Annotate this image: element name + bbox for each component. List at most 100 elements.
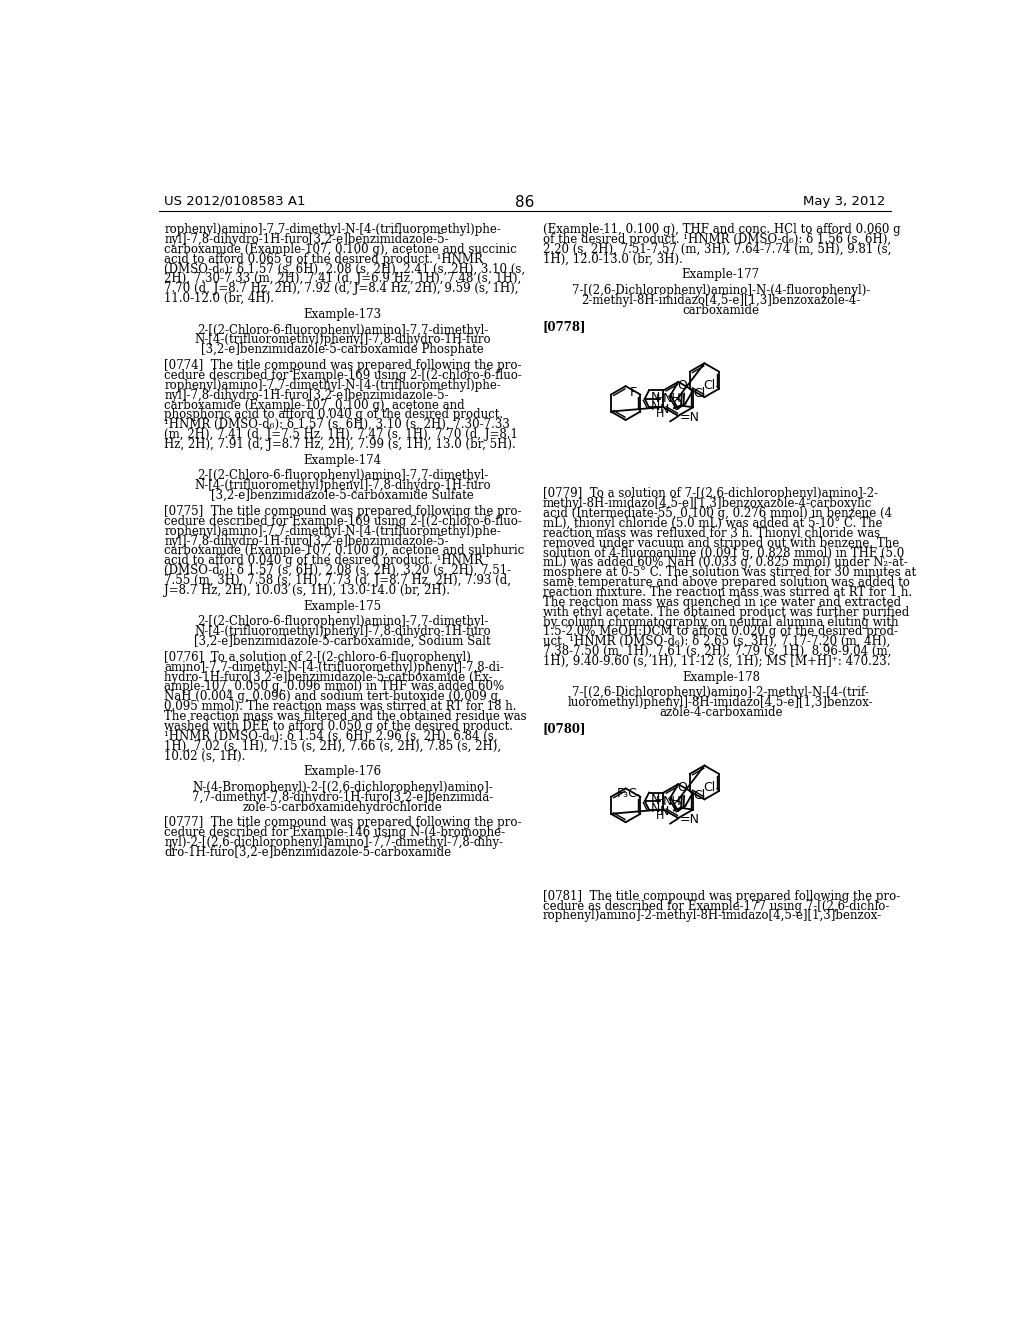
Text: cedure as described for Example-177 using 7-[(2,6-dichlo-: cedure as described for Example-177 usin… xyxy=(543,899,889,912)
Text: Example-176: Example-176 xyxy=(303,766,382,779)
Text: Cl: Cl xyxy=(693,789,706,803)
Text: washed with DEE to afford 0.050 g of the desired product.: washed with DEE to afford 0.050 g of the… xyxy=(165,719,513,733)
Text: 2-[(2-Chloro-6-fluorophenyl)amino]-7,7-dimethyl-: 2-[(2-Chloro-6-fluorophenyl)amino]-7,7-d… xyxy=(197,615,488,628)
Text: =N: =N xyxy=(680,411,699,424)
Text: 0.095 mmol). The reaction mass was stirred at RT for 18 h.: 0.095 mmol). The reaction mass was stirr… xyxy=(165,700,517,713)
Text: [0776]  To a solution of 2-[(2-chloro-6-fluorophenyl): [0776] To a solution of 2-[(2-chloro-6-f… xyxy=(165,651,471,664)
Text: ¹HNMR (DMSO-d₆): δ 1.57 (s, 6H), 3.10 (s, 2H), 7.30-7.33: ¹HNMR (DMSO-d₆): δ 1.57 (s, 6H), 3.10 (s… xyxy=(165,418,510,432)
Text: NH: NH xyxy=(663,795,681,808)
Text: (DMSO-d₆): δ 1.57 (s, 6H), 2.08 (s, 2H), 2.41 (s, 2H), 3.10 (s,: (DMSO-d₆): δ 1.57 (s, 6H), 2.08 (s, 2H),… xyxy=(165,263,525,276)
Text: 2H), 7.30-7.33 (m, 2H), 7.41 (d, J=6.9 Hz, 1H), 7.48 (s, 1H),: 2H), 7.30-7.33 (m, 2H), 7.41 (d, J=6.9 H… xyxy=(165,272,521,285)
Text: The reaction mass was quenched in ice water and extracted: The reaction mass was quenched in ice wa… xyxy=(543,595,901,609)
Text: O: O xyxy=(678,379,687,392)
Text: 7.55 (m, 3H), 7.58 (s, 1H), 7.73 (d, J=8.7 Hz, 2H), 7.93 (d,: 7.55 (m, 3H), 7.58 (s, 1H), 7.73 (d, J=8… xyxy=(165,574,511,587)
Text: Cl: Cl xyxy=(703,781,716,795)
Text: Example-173: Example-173 xyxy=(303,308,382,321)
Text: N: N xyxy=(659,403,670,416)
Text: H: H xyxy=(655,810,664,821)
Text: Hz, 2H), 7.91 (d, J=8.7 Hz, 2H), 7.99 (s, 1H), 13.0 (br, 5H).: Hz, 2H), 7.91 (d, J=8.7 Hz, 2H), 7.99 (s… xyxy=(165,438,516,451)
Text: cedure described for Example-146 using N-(4-bromophe-: cedure described for Example-146 using N… xyxy=(165,826,506,840)
Text: luoromethyl)phenyl]-8H-imidazo[4,5-e][1,3]benzox-: luoromethyl)phenyl]-8H-imidazo[4,5-e][1,… xyxy=(568,697,873,709)
Text: carboxamide: carboxamide xyxy=(682,304,760,317)
Text: cedure described for Example-169 using 2-[(2-chloro-6-fluo-: cedure described for Example-169 using 2… xyxy=(165,370,522,381)
Text: [0775]  The title compound was prepared following the pro-: [0775] The title compound was prepared f… xyxy=(165,506,522,517)
Text: [0780]: [0780] xyxy=(543,722,586,735)
Text: Example-178: Example-178 xyxy=(682,671,760,684)
Text: uct. ¹HNMR (DMSO-d₆): δ 2.65 (s, 3H), 7.17-7.20 (m, 4H),: uct. ¹HNMR (DMSO-d₆): δ 2.65 (s, 3H), 7.… xyxy=(543,635,890,648)
Text: Example-174: Example-174 xyxy=(303,454,382,467)
Text: 2-methyl-8H-imidazo[4,5-e][1,3]benzoxazole-4-: 2-methyl-8H-imidazo[4,5-e][1,3]benzoxazo… xyxy=(582,294,860,308)
Text: mosphere at 0-5° C. The solution was stirred for 30 minutes at: mosphere at 0-5° C. The solution was sti… xyxy=(543,566,915,579)
Text: US 2012/0108583 A1: US 2012/0108583 A1 xyxy=(165,194,306,207)
Text: 1H), 12.0-13.0 (br, 3H).: 1H), 12.0-13.0 (br, 3H). xyxy=(543,252,683,265)
Text: acid (Intermediate-55, 0.100 g, 0.276 mmol) in benzene (4: acid (Intermediate-55, 0.100 g, 0.276 mm… xyxy=(543,507,892,520)
Text: 10.02 (s, 1H).: 10.02 (s, 1H). xyxy=(165,750,246,763)
Text: [0779]  To a solution of 7-[(2,6-dichlorophenyl)amino]-2-: [0779] To a solution of 7-[(2,6-dichloro… xyxy=(543,487,878,500)
Text: of the desired product. ¹HNMR (DMSO-d₆): δ 1.56 (s, 6H),: of the desired product. ¹HNMR (DMSO-d₆):… xyxy=(543,232,891,246)
Text: NH: NH xyxy=(663,392,681,405)
Text: Cl: Cl xyxy=(703,379,716,392)
Text: [3,2-e]benzimidazole-5-carboxamide, Sodium Salt: [3,2-e]benzimidazole-5-carboxamide, Sodi… xyxy=(195,635,490,648)
Text: nyl]-7,8-dihydro-1H-furo[3,2-e]benzimidazole-5-: nyl]-7,8-dihydro-1H-furo[3,2-e]benzimida… xyxy=(165,535,450,548)
Text: reaction mass was refluxed for 3 h. Thionyl chloride was: reaction mass was refluxed for 3 h. Thio… xyxy=(543,527,880,540)
Text: 7.38-7.50 (m, 1H), 7.61 (s, 2H), 7.79 (s, 1H), 8.96-9.04 (m,: 7.38-7.50 (m, 1H), 7.61 (s, 2H), 7.79 (s… xyxy=(543,645,891,659)
Text: [0774]  The title compound was prepared following the pro-: [0774] The title compound was prepared f… xyxy=(165,359,522,372)
Text: The reaction mass was filtered and the obtained residue was: The reaction mass was filtered and the o… xyxy=(165,710,527,723)
Text: =N: =N xyxy=(680,813,699,826)
Text: ample-107, 0.050 g, 0.096 mmol) in THF was added 60%: ample-107, 0.050 g, 0.096 mmol) in THF w… xyxy=(165,680,505,693)
Text: mL), thionyl chloride (5.0 mL) was added at 5-10° C. The: mL), thionyl chloride (5.0 mL) was added… xyxy=(543,517,882,529)
Text: nyl]-7,8-dihydro-1H-furo[3,2-e]benzimidazole-5-: nyl]-7,8-dihydro-1H-furo[3,2-e]benzimida… xyxy=(165,232,450,246)
Text: N-(4-Bromophenyl)-2-[(2,6-dichlorophenyl)amino]-: N-(4-Bromophenyl)-2-[(2,6-dichlorophenyl… xyxy=(193,781,493,793)
Text: acid to afford 0.040 g of the desired product. ¹HNMR: acid to afford 0.040 g of the desired pr… xyxy=(165,554,483,568)
Text: [0781]  The title compound was prepared following the pro-: [0781] The title compound was prepared f… xyxy=(543,890,900,903)
Text: N: N xyxy=(659,805,670,818)
Text: Example-175: Example-175 xyxy=(303,599,382,612)
Text: nyl)-2-[(2,6-dichlorophenyl)amino]-7,7-dimethyl-7,8-dihy-: nyl)-2-[(2,6-dichlorophenyl)amino]-7,7-d… xyxy=(165,836,504,849)
Text: same temperature and above prepared solution was added to: same temperature and above prepared solu… xyxy=(543,576,909,589)
Text: by column chromatography on neutral alumina eluting with: by column chromatography on neutral alum… xyxy=(543,615,898,628)
Text: 7-[(2,6-Dichlorophenyl)amino]-2-methyl-N-[4-(trif-: 7-[(2,6-Dichlorophenyl)amino]-2-methyl-N… xyxy=(572,686,869,700)
Text: H: H xyxy=(655,408,664,418)
Text: methyl-8H-imidazo[4,5-e][1,3]benzoxazole-4-carboxylic: methyl-8H-imidazo[4,5-e][1,3]benzoxazole… xyxy=(543,498,872,511)
Text: N-[4-(trifluoromethyl)phenyl]-7,8-dihydro-1H-furo: N-[4-(trifluoromethyl)phenyl]-7,8-dihydr… xyxy=(195,479,490,492)
Text: 2-[(2-Chloro-6-fluorophenyl)amino]-7,7-dimethyl-: 2-[(2-Chloro-6-fluorophenyl)amino]-7,7-d… xyxy=(197,470,488,483)
Text: 1H), 9.40-9.60 (s, 1H), 11-12 (s, 1H); MS [M+H]⁺: 470.23.: 1H), 9.40-9.60 (s, 1H), 11-12 (s, 1H); M… xyxy=(543,655,890,668)
Text: [0777]  The title compound was prepared following the pro-: [0777] The title compound was prepared f… xyxy=(165,816,522,829)
Text: O: O xyxy=(673,800,682,813)
Text: (DMSO-d₆): δ 1.57 (s, 6H), 2.08 (s, 2H), 3.20 (s, 2H), 7.51-: (DMSO-d₆): δ 1.57 (s, 6H), 2.08 (s, 2H),… xyxy=(165,564,512,577)
Text: 7.70 (d, J=8.7 Hz, 2H), 7.92 (d, J=8.4 Hz, 2H), 9.59 (s, 1H),: 7.70 (d, J=8.7 Hz, 2H), 7.92 (d, J=8.4 H… xyxy=(165,282,519,296)
Text: Cl: Cl xyxy=(693,387,706,400)
Text: J=8.7 Hz, 2H), 10.03 (s, 1H), 13.0-14.0 (br, 2H).: J=8.7 Hz, 2H), 10.03 (s, 1H), 13.0-14.0 … xyxy=(165,583,451,597)
Text: O: O xyxy=(678,781,687,795)
Text: 7,7-dimethyl-7,8-dihydro-1H-furo[3,2-e]benzimida-: 7,7-dimethyl-7,8-dihydro-1H-furo[3,2-e]b… xyxy=(193,791,494,804)
Text: solution of 4-fluoroaniline (0.091 g, 0.828 mmol) in THF (5.0: solution of 4-fluoroaniline (0.091 g, 0.… xyxy=(543,546,904,560)
Text: N: N xyxy=(650,793,659,807)
Text: removed under vacuum and stripped out with benzene. The: removed under vacuum and stripped out wi… xyxy=(543,537,899,549)
Text: rophenyl)amino]-7,7-dimethyl-N-[4-(trifluoromethyl)phe-: rophenyl)amino]-7,7-dimethyl-N-[4-(trifl… xyxy=(165,524,502,537)
Text: dro-1H-furo[3,2-e]benzimidazole-5-carboxamide: dro-1H-furo[3,2-e]benzimidazole-5-carbox… xyxy=(165,846,452,859)
Text: with ethyl acetate. The obtained product was further purified: with ethyl acetate. The obtained product… xyxy=(543,606,909,619)
Text: F₃C: F₃C xyxy=(616,787,637,800)
Text: reaction mixture. The reaction mass was stirred at RT for 1 h.: reaction mixture. The reaction mass was … xyxy=(543,586,911,599)
Text: N: N xyxy=(650,400,659,413)
Text: (m, 2H), 7.41 (d, J=7.5 Hz, 1H), 7.47 (s, 1H), 7.70 (d, J=8.1: (m, 2H), 7.41 (d, J=7.5 Hz, 1H), 7.47 (s… xyxy=(165,428,518,441)
Text: 11.0-12.0 (br, 4H).: 11.0-12.0 (br, 4H). xyxy=(165,292,274,305)
Text: N: N xyxy=(650,391,659,404)
Text: [3,2-e]benzimidazole-5-carboxamide Phosphate: [3,2-e]benzimidazole-5-carboxamide Phosp… xyxy=(202,343,484,356)
Text: (Example-11, 0.100 g), THF and conc. HCl to afford 0.060 g: (Example-11, 0.100 g), THF and conc. HCl… xyxy=(543,223,900,236)
Text: carboxamide (Example-107, 0.100 g), acetone and succinic: carboxamide (Example-107, 0.100 g), acet… xyxy=(165,243,517,256)
Text: 7-[(2,6-Dichlorophenyl)amino]-N-(4-fluorophenyl)-: 7-[(2,6-Dichlorophenyl)amino]-N-(4-fluor… xyxy=(571,284,870,297)
Text: May 3, 2012: May 3, 2012 xyxy=(803,194,885,207)
Text: 86: 86 xyxy=(515,194,535,210)
Text: 2.20 (s, 2H), 7.51-7.57 (m, 3H), 7.64-7.74 (m, 5H), 9.81 (s,: 2.20 (s, 2H), 7.51-7.57 (m, 3H), 7.64-7.… xyxy=(543,243,891,256)
Text: H: H xyxy=(656,796,665,807)
Text: carboxamide (Example-107, 0.100 g), acetone and sulphuric: carboxamide (Example-107, 0.100 g), acet… xyxy=(165,544,524,557)
Text: azole-4-carboxamide: azole-4-carboxamide xyxy=(659,706,782,719)
Text: O: O xyxy=(673,397,682,411)
Text: hydro-1H-furo[3,2-e]benzimidazole-5-carboxamide (Ex-: hydro-1H-furo[3,2-e]benzimidazole-5-carb… xyxy=(165,671,493,684)
Text: N-[4-(trifluoromethyl)phenyl]-7,8-dihydro-1H-furo: N-[4-(trifluoromethyl)phenyl]-7,8-dihydr… xyxy=(195,626,490,638)
Text: acid to afford 0.065 g of the desired product. ¹HNMR: acid to afford 0.065 g of the desired pr… xyxy=(165,252,483,265)
Text: N: N xyxy=(650,803,659,816)
Text: NaH (0.004 g, 0.096) and sodium tert-butoxide (0.009 g,: NaH (0.004 g, 0.096) and sodium tert-but… xyxy=(165,690,502,704)
Text: rophenyl)amino]-2-methyl-8H-imidazo[4,5-e][1,3]benzox-: rophenyl)amino]-2-methyl-8H-imidazo[4,5-… xyxy=(543,909,882,923)
